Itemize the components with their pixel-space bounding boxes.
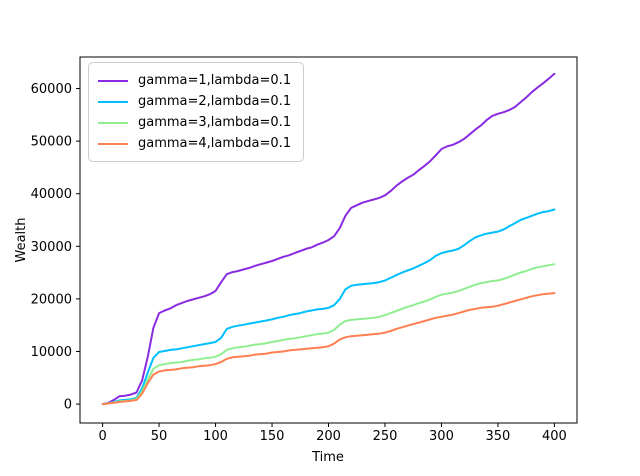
series-line-1 [101, 72, 556, 406]
series-line-4 [101, 292, 556, 406]
legend-item-label: gamma=1,lambda=0.1 [138, 73, 292, 88]
x-axis-label: Time [311, 450, 344, 465]
x-tick-label: 150 [260, 429, 285, 444]
legend-item: gamma=3,lambda=0.1 [98, 112, 291, 133]
series-layer [101, 72, 556, 406]
legend-line-sample [98, 79, 128, 82]
legend-line-sample [98, 121, 128, 124]
x-tick-label: 250 [373, 429, 398, 444]
legend-item: gamma=2,lambda=0.1 [98, 91, 291, 112]
x-tick-label: 50 [151, 429, 168, 444]
legend-item: gamma=4,lambda=0.1 [98, 133, 291, 154]
y-tick-label: 30000 [31, 240, 72, 255]
y-tick-label: 0 [64, 398, 72, 413]
series-line-2 [101, 208, 556, 406]
legend-item-label: gamma=2,lambda=0.1 [138, 94, 292, 109]
y-tick-label: 40000 [31, 187, 72, 202]
x-tick-label: 400 [542, 429, 567, 444]
legend-line-sample [98, 100, 128, 103]
y-tick-label: 20000 [31, 292, 72, 307]
legend-item-label: gamma=4,lambda=0.1 [138, 136, 292, 151]
plot-area: 0 50 100 150 200 250 300 350 400 0 10000 20000 30000… [31, 56, 578, 444]
x-tick-label: 0 [98, 429, 106, 444]
legend: gamma=1,lambda=0.1 gamma=2,lambda=0.1 gamm… [88, 62, 305, 162]
y-tick-label: 10000 [31, 345, 72, 360]
legend-line-sample [98, 142, 128, 145]
y-tick-label: 60000 [31, 82, 72, 97]
x-tick-label: 200 [316, 429, 341, 444]
y-axis-label: Wealth [14, 217, 29, 262]
y-tick-label: 50000 [31, 135, 72, 150]
x-tick-label: 100 [203, 429, 228, 444]
x-tick-label: 350 [486, 429, 511, 444]
legend-item-label: gamma=3,lambda=0.1 [138, 115, 292, 130]
legend-item: gamma=1,lambda=0.1 [98, 70, 291, 91]
series-line-3 [101, 263, 556, 406]
x-tick-label: 300 [429, 429, 454, 444]
